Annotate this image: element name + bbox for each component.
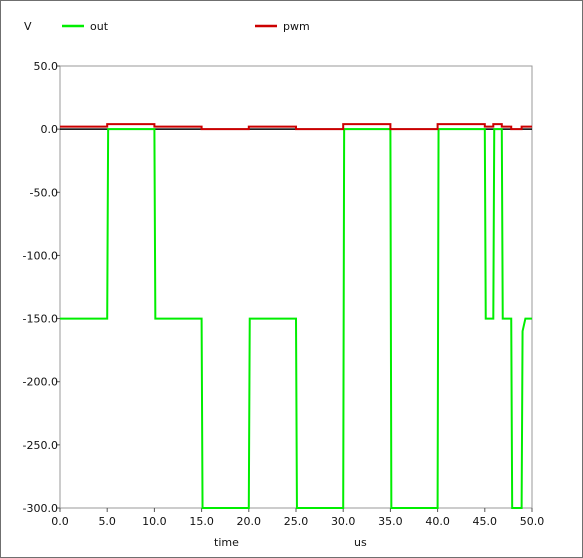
series-layer [60,123,532,509]
x-tick-label: 50.0 [520,515,545,528]
x-tick-label: 40.0 [425,515,450,528]
series-line-out [60,128,532,509]
x-tick-label: 45.0 [473,515,498,528]
y-tick-label: -150.0 [23,313,58,326]
x-axis-label: time [214,536,239,549]
y-unit-label: V [24,20,32,33]
x-tick-label: 25.0 [284,515,309,528]
y-tick-label: -200.0 [23,376,58,389]
y-tick-label: -100.0 [23,249,58,262]
series-line-pwm [60,123,532,131]
x-tick-label: 15.0 [189,515,214,528]
legend-pwm-label: pwm [283,20,310,33]
y-tick-label: -300.0 [23,502,58,515]
x-tick-label: 0.0 [51,515,69,528]
y-tick-label: -250.0 [23,439,58,452]
x-unit-label: us [354,536,367,549]
y-tick-label: -50.0 [30,186,58,199]
y-tick-label: 50.0 [34,60,59,73]
x-tick-label: 20.0 [237,515,262,528]
legend-pwm: pwm [255,20,310,33]
tick-labels: 0.0 5.0 10.0 15.0 20.0 25.0 30.0 35.0 40.0 45.0 50… [23,60,545,528]
legend-out-label: out [90,20,109,33]
x-tick-label: 30.0 [331,515,356,528]
x-tick-label: 35.0 [378,515,403,528]
y-tick-label: 0.0 [41,123,59,136]
x-tick-label: 5.0 [98,515,116,528]
x-tick-label: 10.0 [142,515,167,528]
legend-out: out [62,20,109,33]
